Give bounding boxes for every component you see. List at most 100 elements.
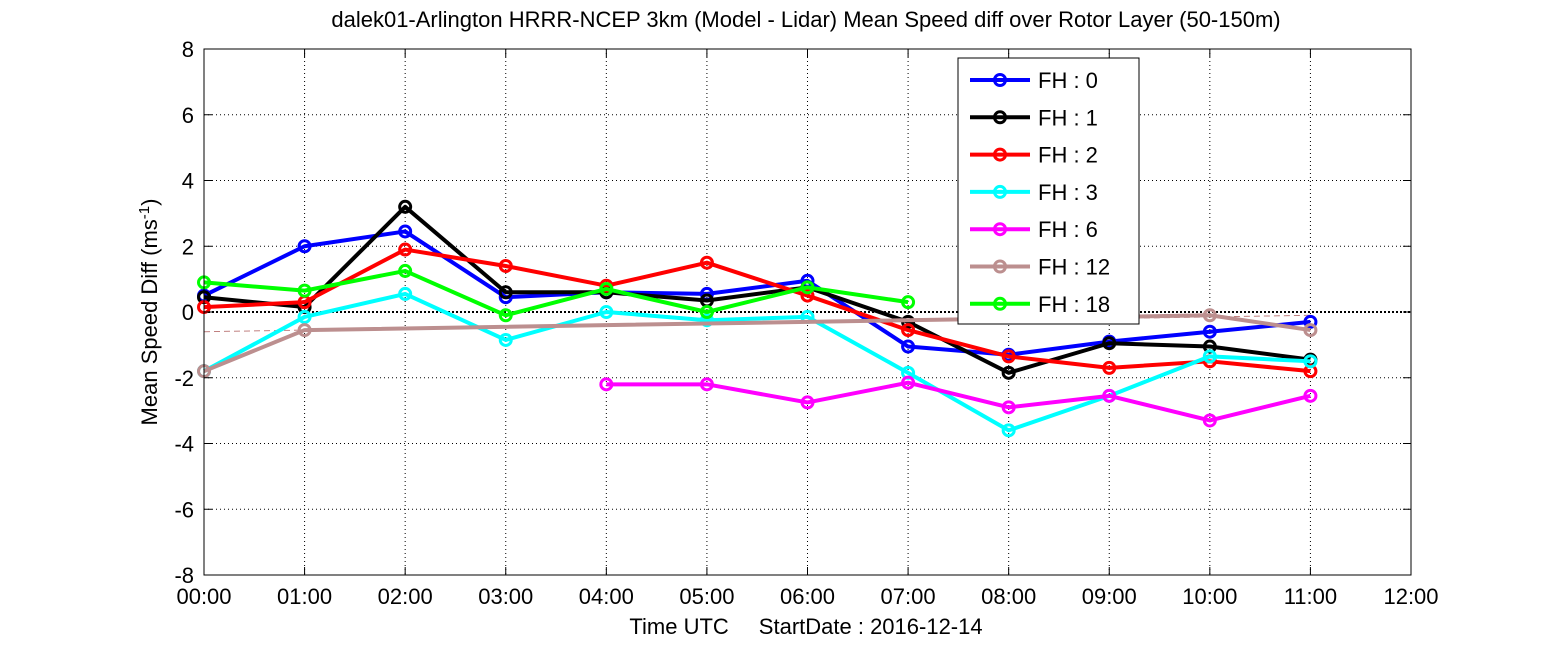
data-point [699, 313, 714, 328]
data-point [398, 286, 413, 301]
legend-marker [993, 184, 1007, 199]
data-point [297, 309, 312, 324]
x-tick-label: 06:00 [780, 584, 835, 609]
legend-label: FH : 18 [1038, 292, 1110, 317]
data-point [1202, 349, 1217, 364]
data-point [1001, 400, 1016, 415]
x-axis-label: Time UTC StartDate : 2016-12-14 [629, 614, 982, 639]
data-point [599, 281, 614, 296]
series-line [203, 204, 1311, 375]
y-tick-label: 2 [182, 234, 194, 259]
y-tick-label: -4 [174, 432, 194, 457]
x-tick-label: 01:00 [277, 584, 332, 609]
legend-marker [993, 147, 1007, 162]
data-point [1303, 323, 1318, 338]
x-tick-label: 05:00 [679, 584, 734, 609]
data-point [800, 395, 815, 410]
data-point [498, 308, 513, 323]
y-tick-label: 0 [182, 300, 194, 325]
data-point [599, 377, 614, 392]
data-point [699, 377, 714, 392]
series-line [606, 380, 1311, 423]
data-point [398, 263, 413, 278]
data-point [800, 288, 815, 303]
data-point [1102, 388, 1117, 403]
x-tick-label: 02:00 [378, 584, 433, 609]
x-tick-label: 04:00 [579, 584, 634, 609]
legend-label: FH : 6 [1038, 217, 1098, 242]
data-point [901, 339, 916, 354]
legend-label: FH : 1 [1038, 105, 1098, 130]
data-point [1001, 423, 1016, 438]
data-point [1202, 413, 1217, 428]
y-tick-label: 6 [182, 103, 194, 128]
y-axis-label: Mean Speed Diff (ms-1) [136, 199, 162, 426]
data-point [1001, 349, 1016, 364]
series-line [203, 313, 1311, 374]
x-axis-label-startdate: StartDate : 2016-12-14 [759, 614, 983, 639]
data-point [498, 332, 513, 347]
data-point [699, 305, 714, 319]
y-axis-label-end: ) [137, 199, 162, 206]
x-axis-ticks: 00:00 01:00 02:00 03:00 04:00 05:00 06:00 07:00… [176, 49, 1439, 609]
y-tick-label: -6 [174, 497, 194, 522]
y-tick-label: 8 [182, 37, 194, 62]
x-tick-label: 08:00 [981, 584, 1036, 609]
data-point [297, 283, 312, 298]
legend-label: FH : 0 [1038, 68, 1098, 93]
series-line [203, 268, 909, 318]
series-line [203, 229, 1311, 357]
series-fh-1 [197, 199, 1318, 380]
data-point [1303, 354, 1318, 369]
y-axis-label-main: Mean Speed Diff (ms [137, 219, 162, 425]
x-axis-label-time: Time UTC [629, 614, 729, 639]
data-point [599, 305, 614, 319]
legend-label: FH : 3 [1038, 180, 1098, 205]
legend-label: FH : 2 [1038, 143, 1098, 168]
series-fh-3 [197, 286, 1318, 438]
series-lines [197, 199, 1318, 438]
x-tick-label: 00:00 [176, 584, 231, 609]
legend-marker [993, 110, 1007, 125]
data-point [901, 295, 916, 310]
data-point [1303, 314, 1318, 329]
x-tick-label: 10:00 [1182, 584, 1237, 609]
data-point [1303, 388, 1318, 403]
data-point [699, 255, 714, 270]
series-line [203, 247, 1311, 374]
series-fh-12 [197, 308, 1318, 379]
y-axis-ticks: -8 -6 -4 -2 0 2 4 6 8 [174, 37, 1411, 588]
y-tick-label: -2 [174, 366, 194, 391]
data-point [1202, 324, 1217, 339]
data-point [398, 242, 413, 257]
x-tick-label: 12:00 [1383, 584, 1438, 609]
y-axis-label-superscript: -1 [136, 206, 153, 219]
data-point [1001, 365, 1016, 380]
data-point [398, 199, 413, 214]
series-fh-2 [197, 242, 1318, 379]
data-point [1102, 336, 1117, 351]
legend-marker [993, 259, 1007, 274]
data-point [1102, 360, 1117, 375]
legend-marker [993, 222, 1007, 237]
legend-marker [993, 73, 1007, 87]
data-point [398, 224, 413, 239]
data-point [498, 285, 513, 300]
x-tick-label: 07:00 [881, 584, 936, 609]
series-line [203, 291, 1311, 433]
data-point [901, 375, 916, 390]
data-point [297, 323, 312, 338]
y-tick-label: 4 [182, 169, 194, 194]
data-point [1202, 308, 1217, 323]
x-tick-label: 09:00 [1082, 584, 1137, 609]
legend-marker [993, 296, 1007, 311]
x-tick-label: 11:00 [1284, 584, 1337, 609]
chart-title: dalek01-Arlington HRRR-NCEP 3km (Model -… [331, 7, 1280, 32]
data-point [901, 323, 916, 338]
y-tick-label: -8 [174, 563, 194, 588]
x-tick-label: 03:00 [478, 584, 533, 609]
legend: FH : 0 FH : 1 FH : 2 FH : 3 FH : 6 FH : 12 FH … [957, 57, 1140, 325]
legend-label: FH : 12 [1038, 255, 1110, 280]
